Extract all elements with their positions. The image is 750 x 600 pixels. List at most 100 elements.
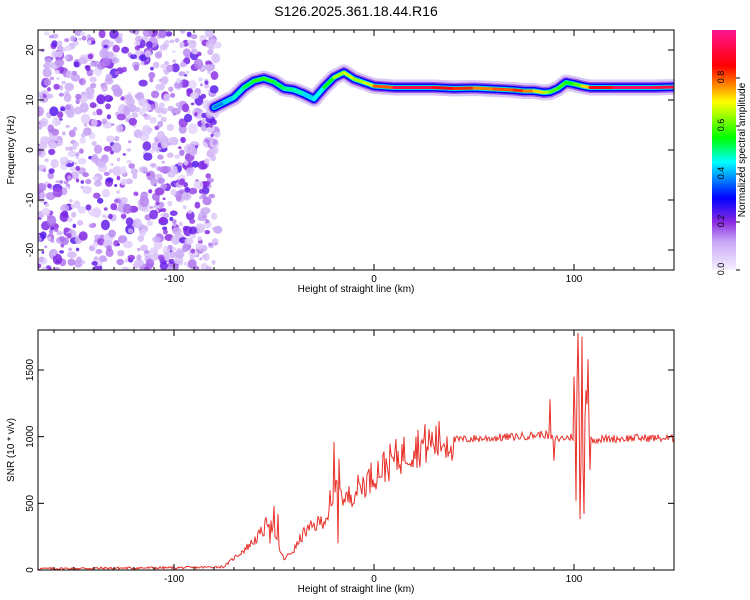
noise-blob	[121, 266, 130, 270]
noise-blob	[75, 154, 80, 160]
noise-blob	[98, 30, 106, 39]
noise-blob	[149, 77, 154, 83]
noise-blob	[158, 50, 162, 54]
noise-blob	[97, 197, 104, 204]
noise-blob	[166, 152, 174, 158]
noise-blob	[47, 236, 51, 241]
noise-blob	[82, 172, 89, 178]
noise-blob	[128, 163, 135, 169]
noise-blob	[179, 41, 185, 48]
ridge-segment	[512, 88, 526, 93]
noise-blob	[211, 53, 221, 64]
noise-blob	[133, 191, 139, 196]
x-tick-label: -100	[164, 274, 184, 285]
noise-blob	[162, 226, 168, 231]
noise-blob	[78, 37, 83, 41]
noise-blob	[141, 125, 152, 137]
noise-blob	[149, 247, 158, 254]
noise-blob	[122, 153, 126, 156]
noise-blob	[211, 238, 219, 246]
noise-blob	[115, 36, 123, 44]
noise-blob	[151, 90, 160, 99]
noise-blob	[60, 204, 70, 213]
noise-blob	[78, 77, 86, 86]
noise-blob	[42, 67, 52, 78]
snr-series	[38, 332, 674, 570]
noise-blob	[108, 40, 115, 47]
noise-blob	[163, 251, 172, 260]
noise-blob	[126, 97, 136, 107]
noise-blob	[67, 217, 73, 223]
noise-blob	[47, 183, 52, 189]
noise-blob	[158, 30, 167, 39]
noise-blob	[164, 39, 170, 45]
noise-blob	[116, 175, 121, 181]
noise-blob	[142, 102, 152, 112]
noise-blob	[157, 154, 164, 160]
noise-blob	[150, 163, 157, 168]
noise-blob	[189, 218, 196, 224]
noise-blob	[69, 199, 73, 203]
noise-blob	[89, 61, 94, 67]
noise-blob	[170, 92, 176, 98]
ridge-segment	[332, 71, 346, 79]
noise-blob	[60, 107, 66, 112]
noise-blob	[65, 146, 69, 151]
noise-blob	[168, 86, 174, 92]
noise-blob	[38, 263, 42, 269]
noise-blob	[111, 84, 121, 93]
noise-blob	[116, 113, 127, 121]
noise-blob	[91, 141, 97, 146]
noise-blob	[136, 254, 142, 260]
noise-blob	[155, 201, 160, 206]
noise-blob	[178, 71, 186, 77]
noise-blob	[185, 70, 190, 74]
x-tick-label: 100	[566, 274, 583, 285]
noise-blob	[40, 117, 49, 127]
noise-blob	[61, 210, 69, 218]
noise-blob	[111, 123, 115, 126]
noise-blob	[129, 30, 137, 34]
noise-blob	[114, 136, 120, 142]
noise-blob	[209, 123, 213, 128]
noise-blob	[188, 187, 198, 195]
noise-blob	[70, 73, 81, 82]
noise-blob	[132, 218, 142, 229]
noise-blob	[103, 44, 109, 49]
colorbar-tick-label: 0.8	[716, 71, 726, 84]
y-tick-label: -10	[25, 192, 36, 207]
noise-blob	[41, 266, 48, 270]
noise-blob	[161, 160, 165, 164]
noise-blob	[133, 129, 143, 139]
noise-blob	[189, 254, 195, 260]
noise-blob	[206, 63, 212, 69]
noise-blob	[53, 117, 58, 121]
noise-blob	[109, 30, 119, 39]
noise-blob	[38, 106, 44, 117]
noise-blob	[112, 44, 120, 53]
noise-blob	[152, 236, 162, 243]
noise-blob	[137, 247, 141, 252]
noise-blob	[159, 216, 167, 224]
noise-blob	[203, 83, 210, 89]
noise-blob	[56, 45, 64, 51]
ridge-segment	[652, 85, 674, 89]
noise-blob	[128, 117, 137, 126]
noise-blob	[91, 40, 96, 45]
noise-blob	[164, 70, 169, 75]
noise-blob	[96, 61, 100, 65]
noise-blob	[116, 157, 121, 162]
noise-blob	[211, 157, 216, 161]
noise-blob	[207, 49, 214, 55]
noise-blob	[85, 65, 91, 72]
noise-blob	[205, 219, 210, 224]
noise-blob	[96, 94, 106, 105]
noise-blob	[54, 59, 65, 67]
noise-blob	[202, 181, 210, 188]
noise-blob	[92, 176, 99, 181]
noise-blob	[97, 237, 105, 246]
colorbar-tick-label: 0.0	[716, 263, 726, 276]
colorbar-tick-label: 0.6	[716, 119, 726, 132]
noise-blob	[154, 107, 162, 114]
